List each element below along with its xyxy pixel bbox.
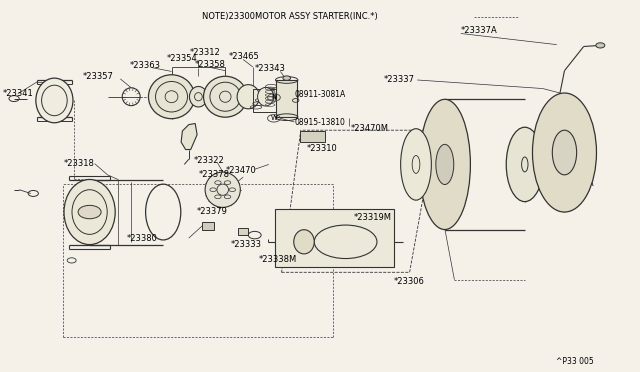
Text: *23306A: *23306A [558,179,595,187]
Text: *23357: *23357 [83,72,114,81]
Text: *23379: *23379 [197,207,228,216]
Text: *23470M: *23470M [351,124,388,133]
Ellipse shape [532,93,596,212]
Ellipse shape [294,230,314,254]
Ellipse shape [436,144,454,185]
Text: *23318: *23318 [64,159,95,168]
Bar [276,80,297,117]
Text: *23337A: *23337A [461,26,497,35]
Ellipse shape [204,76,247,117]
Text: *23319M: *23319M [353,213,391,222]
Polygon shape [181,124,197,150]
Text: *23337: *23337 [384,76,415,84]
Text: *23333: *23333 [230,240,261,249]
Ellipse shape [148,75,195,119]
Ellipse shape [205,172,240,208]
Bar [238,228,248,235]
Ellipse shape [64,179,115,245]
Circle shape [596,43,605,48]
Text: *23380: *23380 [127,234,157,243]
Text: *23378: *23378 [198,170,229,179]
Text: *23470: *23470 [225,166,256,175]
Ellipse shape [36,78,73,123]
Text: W: W [271,115,277,121]
Text: NOTE)23300MOTOR ASSY STARTER(INC.*): NOTE)23300MOTOR ASSY STARTER(INC.*) [202,12,378,21]
Text: *23306: *23306 [394,278,424,286]
Bar [300,131,325,142]
Text: 08911-3081A: 08911-3081A [294,90,346,99]
Circle shape [283,76,291,80]
Bar [253,89,277,112]
Ellipse shape [276,86,298,109]
Bar [275,209,394,267]
Bar [202,222,214,230]
Text: *23312: *23312 [189,48,220,57]
Ellipse shape [419,99,470,230]
Text: ^P33 005: ^P33 005 [556,357,593,366]
Text: *23465: *23465 [229,52,260,61]
Circle shape [78,205,101,219]
Text: *23322: *23322 [193,156,224,165]
Ellipse shape [506,127,543,202]
Text: *23310: *23310 [307,144,338,153]
Text: *23338M: *23338M [259,255,298,264]
Ellipse shape [237,85,260,109]
Text: N: N [271,94,276,100]
Ellipse shape [401,129,431,200]
Ellipse shape [257,87,274,106]
Text: *23363: *23363 [129,61,160,70]
Text: *23354: *23354 [166,54,197,63]
Text: *23341: *23341 [3,89,34,98]
Text: 08915-13810: 08915-13810 [294,118,345,126]
Text: *23358: *23358 [195,60,226,69]
Ellipse shape [552,130,577,175]
Text: *23343: *23343 [255,64,285,73]
Ellipse shape [189,86,207,107]
